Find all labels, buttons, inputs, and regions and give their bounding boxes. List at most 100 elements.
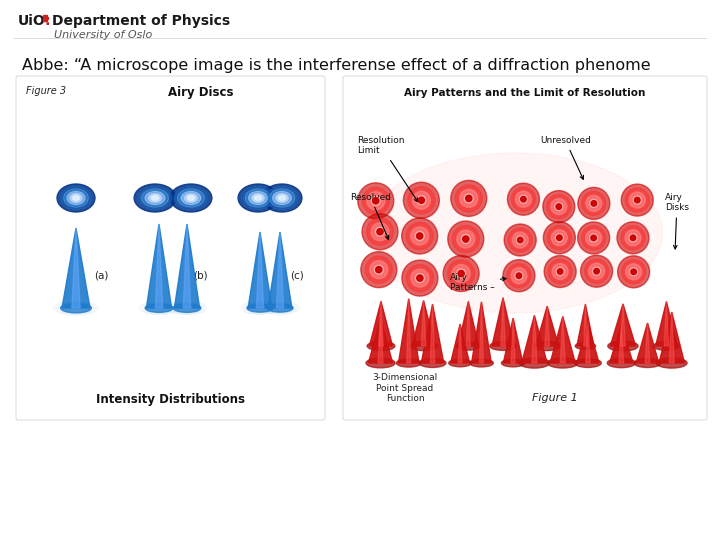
Text: Resolution
Limit: Resolution Limit <box>357 136 418 201</box>
Ellipse shape <box>456 230 474 248</box>
Ellipse shape <box>247 304 273 312</box>
Ellipse shape <box>588 263 605 279</box>
Ellipse shape <box>448 260 474 287</box>
Ellipse shape <box>460 190 478 207</box>
Ellipse shape <box>366 192 384 210</box>
Ellipse shape <box>607 359 636 368</box>
Ellipse shape <box>367 153 662 313</box>
Ellipse shape <box>625 188 649 212</box>
Polygon shape <box>407 299 411 363</box>
Ellipse shape <box>462 234 470 244</box>
FancyBboxPatch shape <box>343 76 707 420</box>
Polygon shape <box>577 304 594 346</box>
Ellipse shape <box>455 185 482 212</box>
Ellipse shape <box>139 187 171 209</box>
Ellipse shape <box>411 269 429 287</box>
Text: Airy Patterns and the Limit of Resolution: Airy Patterns and the Limit of Resolutio… <box>405 88 646 98</box>
Polygon shape <box>560 316 565 363</box>
Ellipse shape <box>250 192 266 204</box>
Polygon shape <box>378 319 383 363</box>
Ellipse shape <box>575 359 601 367</box>
Ellipse shape <box>174 187 208 209</box>
Ellipse shape <box>557 235 562 240</box>
Ellipse shape <box>608 341 638 351</box>
Ellipse shape <box>246 190 270 206</box>
Ellipse shape <box>173 303 201 313</box>
Ellipse shape <box>463 236 469 242</box>
Text: Resolved: Resolved <box>350 193 391 239</box>
Ellipse shape <box>254 195 262 201</box>
Polygon shape <box>577 323 599 363</box>
Polygon shape <box>492 298 514 346</box>
Ellipse shape <box>255 196 261 200</box>
Polygon shape <box>522 315 547 363</box>
Ellipse shape <box>65 190 87 206</box>
Ellipse shape <box>464 194 473 203</box>
Ellipse shape <box>516 273 522 279</box>
Ellipse shape <box>577 222 610 254</box>
Ellipse shape <box>508 183 539 215</box>
Ellipse shape <box>551 199 567 214</box>
Ellipse shape <box>402 260 438 296</box>
Ellipse shape <box>548 260 572 284</box>
Polygon shape <box>511 318 515 363</box>
Ellipse shape <box>515 272 523 280</box>
Polygon shape <box>472 302 491 363</box>
Ellipse shape <box>501 359 525 367</box>
Polygon shape <box>480 302 483 363</box>
Ellipse shape <box>410 341 437 350</box>
Ellipse shape <box>373 198 379 204</box>
Ellipse shape <box>590 199 598 207</box>
Text: Unresolved: Unresolved <box>540 136 591 179</box>
Polygon shape <box>62 228 90 308</box>
Polygon shape <box>451 324 469 363</box>
Ellipse shape <box>150 195 159 201</box>
Ellipse shape <box>552 264 568 280</box>
Polygon shape <box>174 224 199 308</box>
Ellipse shape <box>143 190 168 206</box>
Text: Airy Discs: Airy Discs <box>168 86 234 99</box>
Ellipse shape <box>630 235 636 241</box>
Ellipse shape <box>68 192 84 204</box>
Ellipse shape <box>60 303 91 313</box>
Ellipse shape <box>406 265 433 292</box>
Polygon shape <box>611 304 636 346</box>
Ellipse shape <box>278 195 286 201</box>
Polygon shape <box>412 301 435 346</box>
Ellipse shape <box>594 268 599 274</box>
Ellipse shape <box>248 192 267 205</box>
Polygon shape <box>669 312 675 363</box>
Ellipse shape <box>557 269 563 274</box>
Ellipse shape <box>374 265 383 274</box>
Ellipse shape <box>403 182 439 218</box>
Ellipse shape <box>179 190 204 206</box>
Ellipse shape <box>629 192 645 208</box>
Ellipse shape <box>362 187 390 214</box>
Ellipse shape <box>516 236 524 244</box>
Ellipse shape <box>575 342 595 349</box>
Text: Intensity Distributions: Intensity Distributions <box>96 393 245 406</box>
FancyBboxPatch shape <box>16 76 325 420</box>
Ellipse shape <box>279 196 285 200</box>
Polygon shape <box>458 324 462 363</box>
Ellipse shape <box>266 187 297 209</box>
Ellipse shape <box>621 226 645 250</box>
Polygon shape <box>585 323 590 363</box>
Ellipse shape <box>451 180 487 217</box>
Ellipse shape <box>266 187 298 209</box>
Ellipse shape <box>57 184 95 212</box>
Text: Figure 1: Figure 1 <box>532 393 578 403</box>
Ellipse shape <box>621 260 646 284</box>
Ellipse shape <box>516 191 531 207</box>
Ellipse shape <box>270 190 294 206</box>
Ellipse shape <box>243 187 274 209</box>
Ellipse shape <box>590 234 598 242</box>
Ellipse shape <box>410 227 428 245</box>
Ellipse shape <box>184 194 197 202</box>
Polygon shape <box>276 232 284 308</box>
Ellipse shape <box>544 222 575 254</box>
Text: Figure 3: Figure 3 <box>26 86 66 96</box>
Text: Abbe: “A microscope image is the interferense effect of a diffraction phenome: Abbe: “A microscope image is the interfe… <box>22 58 651 73</box>
Ellipse shape <box>366 218 394 245</box>
Ellipse shape <box>546 194 571 219</box>
